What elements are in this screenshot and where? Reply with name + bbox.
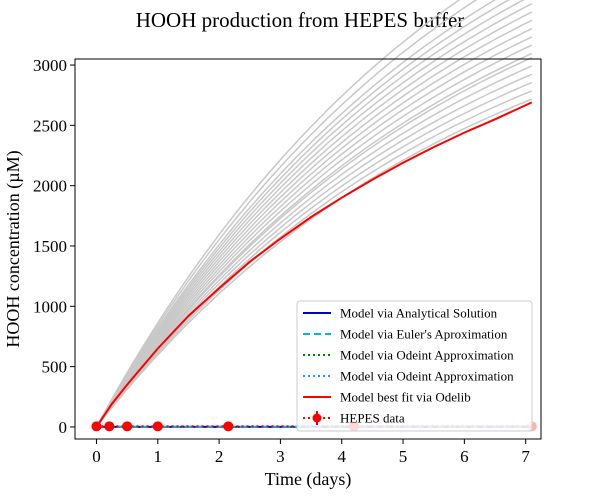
y-tick-label: 3000 bbox=[33, 56, 67, 75]
ensemble-curve-13 bbox=[95, 0, 525, 428]
x-tick-label: 0 bbox=[92, 447, 101, 466]
y-tick-label: 2000 bbox=[33, 177, 67, 196]
ensemble-curve-6 bbox=[95, 52, 533, 428]
legend-entry-4: Model best fit via Odelib bbox=[340, 390, 471, 405]
y-tick-label: 500 bbox=[42, 358, 68, 377]
data-point bbox=[104, 421, 115, 432]
legend-box bbox=[296, 300, 533, 432]
y-tick-label: 2500 bbox=[33, 116, 67, 135]
x-tick-label: 4 bbox=[337, 447, 346, 466]
ensemble-curve-14 bbox=[95, 0, 510, 428]
ensemble-curve-12 bbox=[95, 3, 533, 428]
x-tick-label: 2 bbox=[215, 447, 224, 466]
y-tick-label: 1000 bbox=[33, 297, 67, 316]
x-axis-label: Time (days) bbox=[265, 469, 352, 490]
ensemble-curve-4 bbox=[95, 65, 533, 428]
ensemble-curve-17 bbox=[95, 0, 461, 428]
ensemble-curve-15 bbox=[95, 0, 497, 428]
ensemble-curve-0 bbox=[95, 98, 533, 428]
x-tick-label: 3 bbox=[276, 447, 285, 466]
ensemble-curve-11 bbox=[95, 11, 533, 428]
legend-entry-0: Model via Analytical Solution bbox=[340, 306, 498, 321]
axis-ticks: 0 1 2 3 4 5 6 7 0 500 1000 1500 2000 2500 3000 bbox=[33, 56, 530, 466]
data-point bbox=[223, 421, 234, 432]
x-tick-label: 6 bbox=[460, 447, 469, 466]
data-point bbox=[152, 421, 163, 432]
ensemble-curve-9 bbox=[95, 27, 533, 428]
x-tick-label: 1 bbox=[154, 447, 163, 466]
legend-entry-3: Model via Odeint Approximation bbox=[340, 369, 514, 384]
ensemble-curve-8 bbox=[95, 36, 533, 428]
data-point bbox=[91, 421, 102, 432]
y-tick-label: 0 bbox=[59, 418, 68, 437]
legend: Model via Analytical Solution Model via E… bbox=[296, 300, 533, 432]
legend-entry-5: HEPES data bbox=[340, 411, 405, 426]
ensemble-curve-10 bbox=[95, 19, 533, 428]
data-point bbox=[122, 421, 133, 432]
y-axis-label: HOOH concentration (µM) bbox=[3, 150, 24, 347]
legend-entry-2: Model via Odeint Approximation bbox=[340, 348, 514, 363]
x-tick-label: 5 bbox=[399, 447, 408, 466]
ensemble-curve-1 bbox=[95, 90, 533, 428]
legend-entry-1: Model via Euler's Aproximation bbox=[340, 327, 508, 342]
x-tick-label: 7 bbox=[521, 447, 530, 466]
y-tick-label: 1500 bbox=[33, 237, 67, 256]
legend-marker bbox=[312, 413, 322, 423]
series-line-4 bbox=[95, 101, 533, 428]
chart-title: HOOH production from HEPES buffer bbox=[136, 8, 465, 32]
ensemble-curve-2 bbox=[95, 81, 533, 428]
plot-frame bbox=[74, 58, 542, 440]
ensemble-curve-7 bbox=[95, 44, 533, 428]
ensemble-curve-16 bbox=[95, 0, 478, 428]
ensemble-curves bbox=[95, 0, 533, 428]
